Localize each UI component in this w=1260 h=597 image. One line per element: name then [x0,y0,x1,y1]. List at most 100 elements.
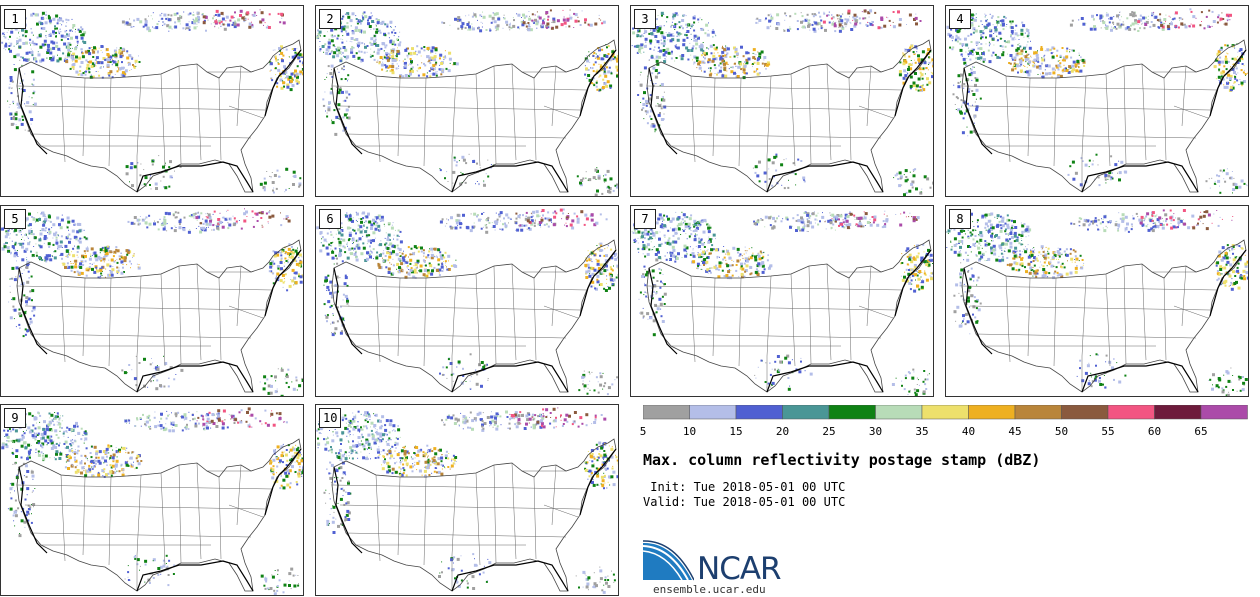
state-borders [331,63,589,192]
colorbar-swatch [1107,405,1155,420]
coastline [18,249,302,393]
colorbar-tick: 10 [682,425,697,438]
reflectivity-map [946,8,1248,194]
reflectivity-echoes [316,407,618,594]
country-outline [961,39,1247,193]
colorbar-swatch [921,405,969,420]
colorbar-swatch [643,405,690,420]
reflectivity-map [631,9,933,196]
valid-time: Valid: Tue 2018-05-01 00 UTC [643,495,846,509]
member-panel: 10 [315,404,619,596]
coastline [648,49,932,193]
coastline [963,249,1247,393]
member-panel: 2 [315,5,619,197]
state-borders [16,63,274,192]
colorbar-tick: 55 [1101,425,1115,438]
reflectivity-map [316,9,618,196]
colorbar-swatch [968,405,1016,420]
member-number: 7 [634,209,656,229]
country-outline [646,239,932,393]
reflectivity-echoes [316,9,618,196]
state-borders [646,63,904,192]
country-outline [646,39,932,193]
colorbar-swatch [689,405,737,420]
colorbar-tick: 5 [639,425,647,438]
reflectivity-map [1,208,303,396]
colorbar-tick: 40 [961,425,976,438]
reflectivity-echoes [946,8,1248,194]
coastline [963,49,1247,193]
reflectivity-echoes [1,407,303,595]
state-borders [961,263,1219,392]
member-number: 3 [634,9,656,29]
reflectivity-map [946,209,1248,396]
state-borders [16,462,274,591]
coastline [333,448,617,592]
reflectivity-map [316,208,618,396]
colorbar-tick: 35 [915,425,929,438]
reflectivity-map [631,210,933,396]
colorbar-swatch [782,405,830,420]
colorbar-swatch [1200,405,1248,420]
colorbar-tick: 45 [1008,425,1022,438]
member-number: 9 [4,408,26,428]
colorbar-swatch [875,405,923,420]
country-outline [961,239,1247,393]
ncar-logo-icon [642,540,694,581]
country-outline [331,39,617,193]
member-number: 4 [949,9,971,29]
state-borders [961,63,1219,192]
member-panel: 3 [630,5,934,197]
member-number: 10 [319,408,342,428]
state-borders [646,263,904,392]
coastline [648,249,932,393]
member-panel: 4 [945,5,1249,197]
member-number: 1 [4,9,26,29]
reflectivity-map [316,407,618,594]
ncar-logo-text: NCAR [697,551,782,587]
country-outline [331,239,617,393]
reflectivity-map [1,407,303,595]
coastline [333,49,617,193]
member-number: 6 [319,209,341,229]
colorbar-swatch [735,405,783,420]
init-time: Init: Tue 2018-05-01 00 UTC [643,480,846,494]
reflectivity-echoes [316,208,618,396]
colorbar-tick: 50 [1054,425,1069,438]
member-panel: 5 [0,205,304,397]
reflectivity-echoes [1,208,303,396]
state-borders [16,263,274,392]
colorbar-swatch [1154,405,1202,420]
colorbar-swatch [828,405,876,420]
colorbar-tick: 15 [729,425,743,438]
country-outline [16,239,302,393]
member-panel: 6 [315,205,619,397]
coastline [333,249,617,393]
reflectivity-map [1,9,303,194]
reflectivity-echoes [1,9,303,194]
coastline [18,49,302,193]
member-number: 8 [949,209,971,229]
country-outline [331,438,617,592]
reflectivity-echoes [946,209,1248,396]
member-number: 5 [4,209,26,229]
member-panel: 9 [0,404,304,596]
site-url: ensemble.ucar.edu [653,583,766,596]
member-panel: 7 [630,205,934,397]
member-panel: 1 [0,5,304,197]
colorbar-swatch [1014,405,1062,420]
colorbar-tick: 65 [1194,425,1208,438]
member-panel: 8 [945,205,1249,397]
state-borders [331,462,589,591]
colorbar-tick: 30 [868,425,883,438]
coastline [18,448,302,592]
colorbar [643,405,1248,420]
plot-title: Max. column reflectivity postage stamp (… [643,451,1041,469]
colorbar-tick: 25 [822,425,836,438]
member-number: 2 [319,9,341,29]
country-outline [16,438,302,592]
reflectivity-echoes [631,210,933,396]
colorbar-tick: 20 [775,425,790,438]
reflectivity-echoes [631,9,933,196]
colorbar-swatch [1061,405,1109,420]
